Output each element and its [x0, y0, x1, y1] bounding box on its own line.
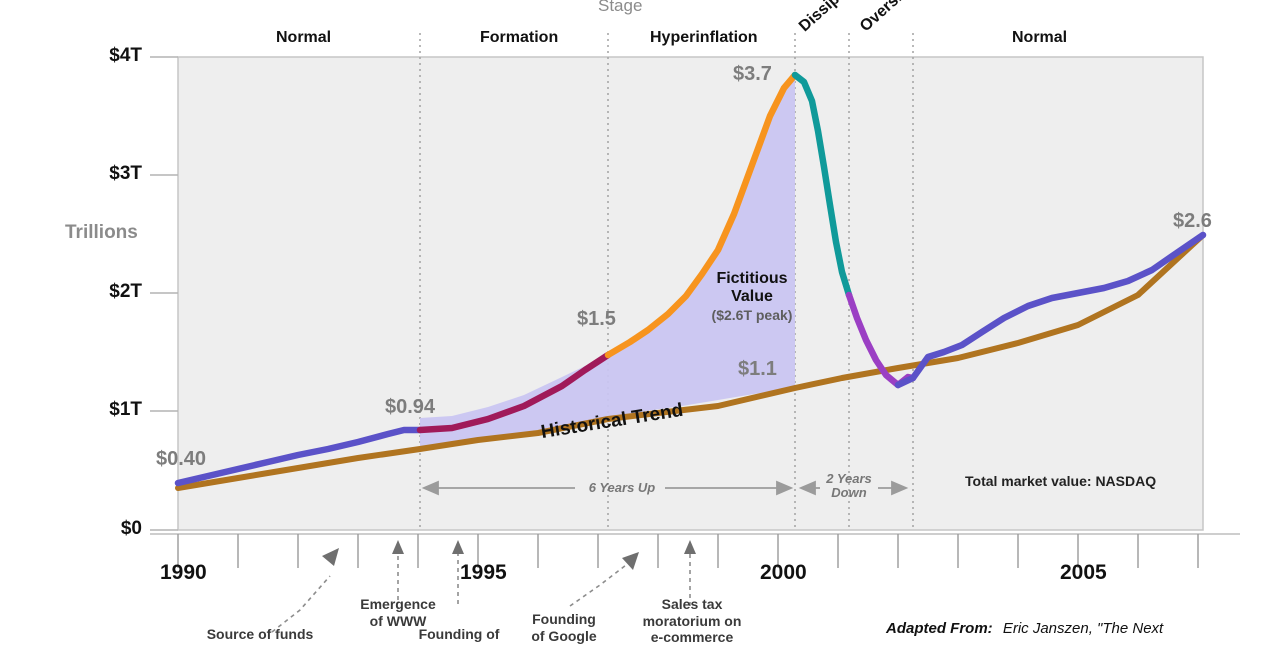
annotation-founding-of-google: Founding of Google — [518, 611, 610, 644]
x-tick-1990: 1990 — [160, 561, 207, 584]
stage-label-normal-early: Normal — [276, 29, 332, 46]
annotation-source-of-funds: Source of funds — [170, 626, 350, 643]
nasdaq-segment-normal-late — [894, 231, 1207, 389]
x-tick-2005: 2005 — [1060, 561, 1107, 584]
annotation-founding-of-line1: Founding of — [418, 626, 500, 642]
credit-text: Eric Janszen, "The Next — [1002, 620, 1164, 637]
annotation-emergence-of-www-line2: of WWW — [369, 612, 427, 629]
y-tick-0: $0 — [120, 518, 142, 539]
credit-line: Adapted From: Eric Janszen, "The Next — [886, 620, 1163, 637]
source-note: Total market value: NASDAQ — [965, 473, 1157, 489]
nasdaq-segment-dissipation — [791, 71, 853, 299]
value-label-trend-at-peak: $1.1 — [738, 358, 777, 380]
y-axis-title: Trillions — [65, 222, 138, 243]
annotation-founding-of: Founding of — [404, 626, 514, 643]
fictitious-value-area — [420, 75, 795, 449]
span-label-2-years-down-line1: 2 Years — [826, 471, 872, 486]
annotation-founding-of-google-line2: of Google — [531, 627, 597, 644]
span-label-2-years-down: 2 Years Down — [818, 471, 880, 501]
annotation-leaders — [271, 548, 691, 633]
historical-trend-line — [175, 232, 1206, 491]
value-label-formation-start: $0.94 — [385, 396, 436, 418]
annotation-sales-tax-line3: e-commerce — [650, 629, 734, 646]
fictitious-value-subtitle: ($2.6T peak) — [711, 306, 793, 323]
stage-label-normal-late: Normal — [1012, 29, 1068, 46]
stage-label-hyperinflation: Hyperinflation — [650, 29, 758, 46]
span-arrows — [421, 480, 909, 496]
nasdaq-segment-normal-early — [174, 426, 424, 487]
annotation-source-of-funds-line1: Source of funds — [206, 626, 314, 642]
annotation-emergence-of-www-line1: Emergence — [360, 596, 436, 612]
fictitious-value-label: Fictitious Value ($2.6T peak) — [690, 270, 814, 323]
value-label-end: $2.6 — [1173, 210, 1212, 232]
credit-prefix: Adapted From: — [886, 620, 993, 637]
nasdaq-segment-hyperinflation — [604, 71, 799, 359]
annotation-founding-of-google-line1: Founding — [532, 611, 596, 627]
y-tick-1t: $1T — [109, 399, 142, 420]
value-label-hyper-start: $1.5 — [577, 308, 616, 330]
annotation-sales-tax-moratorium: Sales tax moratorium on e-commerce — [630, 596, 754, 646]
value-label-peak: $3.7 — [733, 63, 772, 85]
x-tick-1995: 1995 — [460, 561, 507, 584]
span-label-2-years-down-line2: Down — [831, 485, 867, 501]
value-label-start: $0.40 — [156, 448, 207, 470]
nasdaq-segment-formation — [416, 351, 612, 434]
span-label-6-years-up: 6 Years Up — [588, 480, 656, 495]
annotation-arrowheads — [322, 540, 696, 570]
stage-label-formation: Formation — [480, 29, 559, 46]
y-axis-ticks — [150, 56, 178, 531]
y-tick-3t: $3T — [109, 163, 142, 184]
fictitious-value-line1: Fictitious — [716, 270, 788, 287]
y-tick-4t: $4T — [109, 45, 142, 66]
stage-axis-title: Stage — [598, 0, 643, 15]
x-axis-ticks — [150, 533, 1240, 568]
annotation-emergence-of-www: Emergence of WWW — [340, 596, 456, 629]
fictitious-value-line2: Value — [731, 287, 773, 305]
x-tick-2000: 2000 — [760, 561, 807, 584]
annotation-sales-tax-line2: moratorium on — [642, 612, 742, 629]
y-tick-2t: $2T — [109, 281, 142, 302]
annotation-sales-tax-line1: Sales tax — [661, 596, 723, 612]
